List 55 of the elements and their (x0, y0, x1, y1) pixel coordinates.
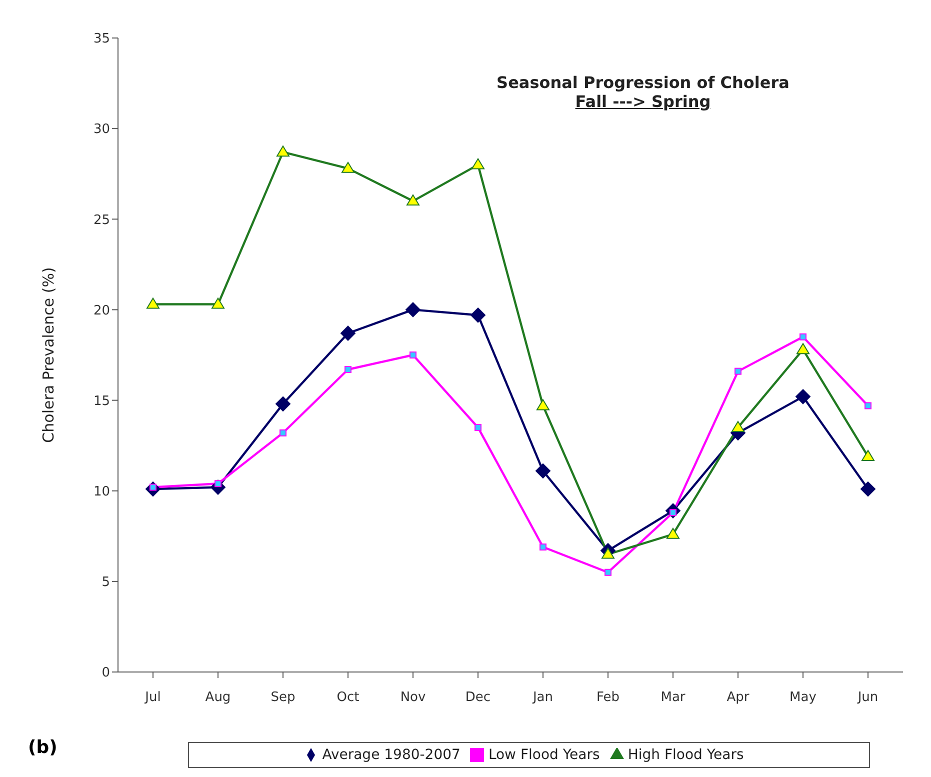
y-tick-label: 20 (93, 303, 110, 318)
text: (b) (28, 737, 58, 758)
x-tick-label: Feb (596, 690, 620, 706)
text: Seasonal Progression of Cholera (496, 73, 790, 92)
point (732, 420, 744, 432)
point (276, 146, 290, 157)
point (410, 352, 416, 358)
point (796, 389, 810, 404)
point (406, 194, 420, 206)
y-tick-label: 15 (93, 394, 110, 409)
x-tick-label: May (790, 690, 817, 706)
point (276, 396, 290, 412)
x-tick-label: Dec (465, 690, 491, 706)
x-tick-label: Jun (856, 690, 878, 706)
x-tick-label: Nov (400, 690, 426, 706)
point (146, 298, 160, 309)
point (734, 368, 742, 375)
point (340, 326, 356, 341)
point (864, 402, 872, 410)
x-tick-label: Apr (726, 690, 750, 706)
point (212, 298, 224, 309)
point (666, 528, 680, 539)
y-tick-label: 5 (102, 575, 110, 590)
point (280, 429, 286, 436)
y-tick-label: 0 (102, 666, 110, 681)
y-tick-label: 35 (93, 32, 110, 47)
point (602, 548, 614, 559)
legend-label: High Flood Years (628, 747, 744, 763)
x-tick-label: Mar (660, 690, 686, 706)
point (536, 399, 550, 410)
point (406, 302, 420, 318)
point (344, 366, 352, 373)
legend-label: Low Flood Years (488, 747, 600, 763)
point (536, 463, 550, 478)
x-tick-label: Oct (336, 690, 360, 706)
x-tick-label: Aug (205, 690, 231, 706)
point (540, 544, 546, 551)
y-axis-title: Cholera Prevalence (%) (39, 267, 58, 443)
legend-label: Average 1980-2007 (322, 747, 460, 763)
point (342, 162, 354, 173)
point (796, 343, 810, 354)
point (470, 308, 486, 323)
x-tick-label: Sep (270, 690, 296, 706)
point (472, 158, 484, 170)
text: Fall ---> Spring (574, 92, 712, 111)
x-tick-label: Jul (144, 690, 161, 706)
point (800, 333, 806, 340)
x-tick-label: Jan (532, 690, 554, 706)
point (860, 482, 876, 497)
y-tick-label: 30 (93, 122, 110, 138)
y-tick-label: 25 (93, 212, 110, 228)
point (862, 450, 874, 461)
point (604, 568, 612, 576)
y-tick-label: 10 (93, 484, 110, 500)
point (474, 424, 482, 431)
